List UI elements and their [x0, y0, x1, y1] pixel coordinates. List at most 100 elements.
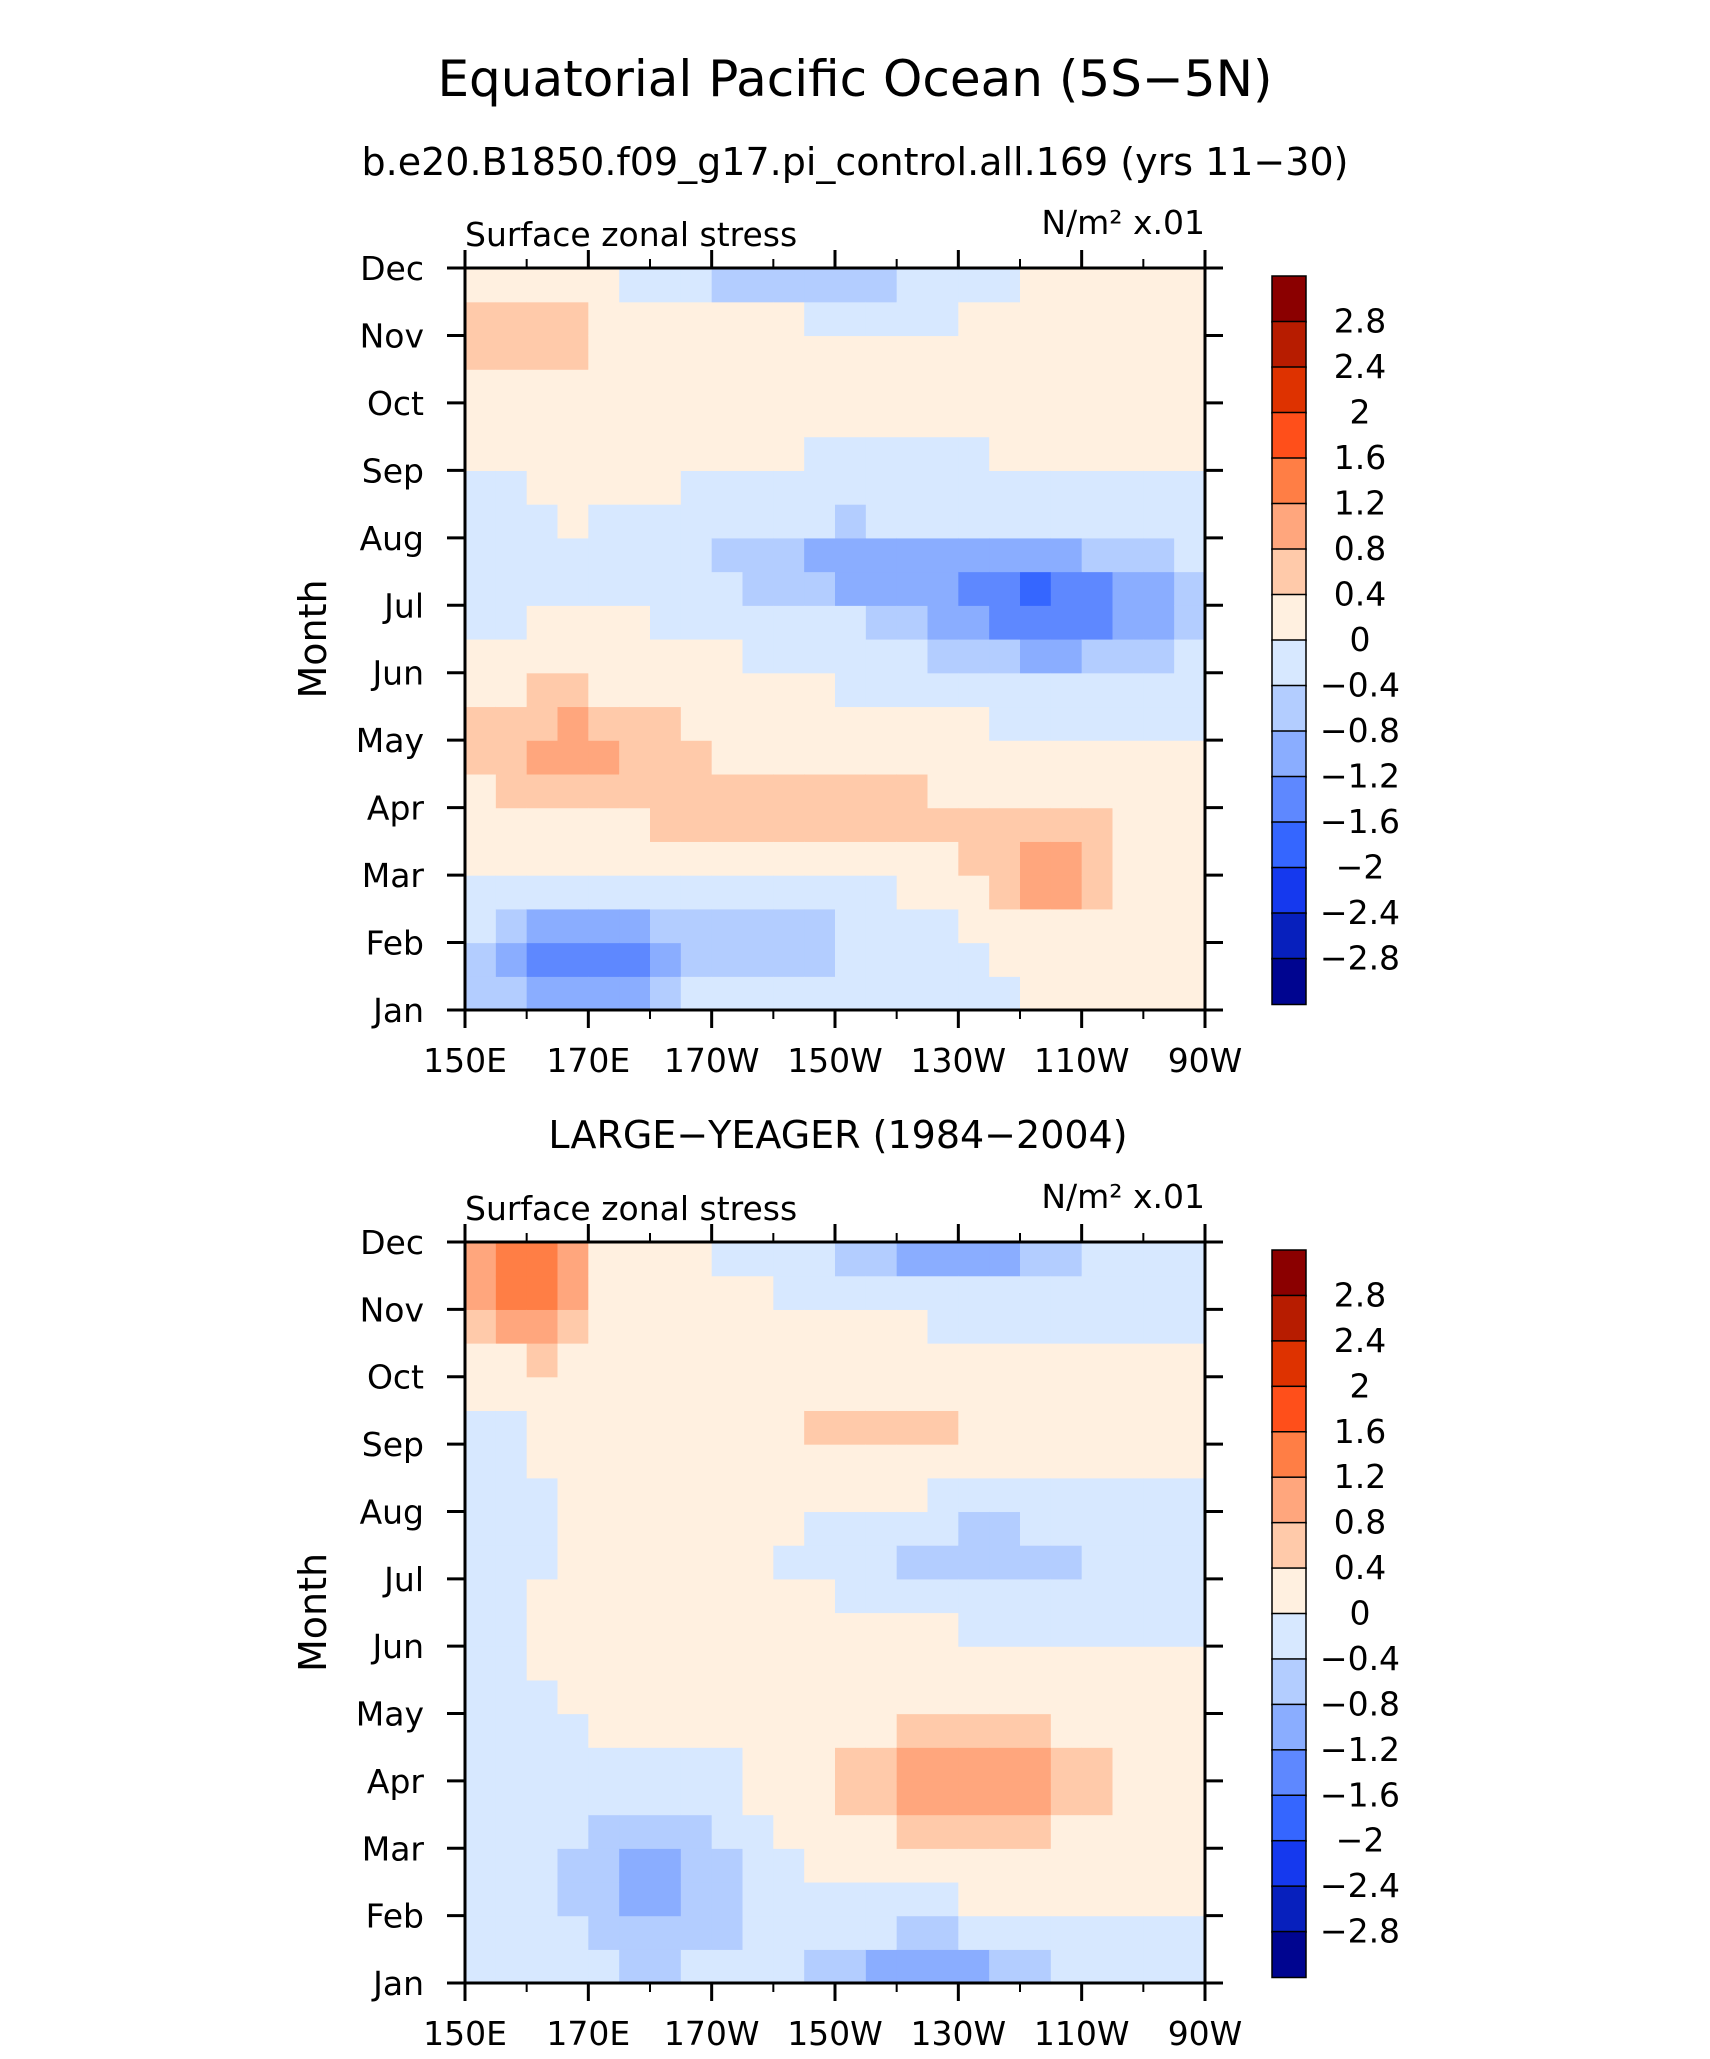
y-tick-label: Oct: [367, 384, 424, 423]
field-cell: [1174, 1915, 1206, 1950]
field-cell: [989, 908, 1021, 944]
field-cell: [588, 1612, 620, 1647]
field-cell: [927, 1612, 959, 1647]
field-cell: [773, 807, 805, 842]
colorbar-label: 2.8: [1334, 302, 1386, 341]
field-cell: [1112, 1814, 1144, 1849]
field-cell: [896, 537, 929, 573]
field-cell: [773, 470, 805, 505]
field-cell: [619, 504, 651, 539]
colorbar-box: [1271, 1612, 1307, 1661]
field-cell: [1020, 639, 1052, 674]
field-cell: [465, 470, 497, 505]
field-cell: [495, 1275, 528, 1310]
field-cell: [495, 976, 528, 1011]
field-cell: [896, 1747, 929, 1782]
field-cell: [680, 605, 713, 640]
field-cell: [711, 706, 744, 741]
field-cell: [650, 1747, 682, 1782]
field-cell: [557, 740, 589, 775]
field-cell: [773, 1713, 805, 1748]
colorbar-box: [1271, 1567, 1307, 1615]
field-cell: [1050, 1545, 1083, 1580]
field-cell: [711, 571, 744, 606]
colorbar-label: −0.8: [1320, 1684, 1400, 1723]
field-cell: [465, 1881, 497, 1917]
field-cell: [896, 706, 929, 741]
field-cell: [1081, 1444, 1114, 1479]
field-cell: [588, 1780, 620, 1816]
field-cell: [711, 1578, 744, 1614]
field-cell: [557, 436, 589, 471]
field-cell: [742, 1578, 774, 1614]
field-cell: [650, 1713, 682, 1748]
field-cell: [680, 1747, 713, 1782]
field-cell: [927, 1780, 959, 1816]
field-cell: [619, 1747, 651, 1782]
field-cell: [927, 1881, 959, 1917]
field-cell: [619, 1242, 651, 1277]
field-cell: [1143, 1881, 1175, 1917]
field-cell: [588, 1646, 620, 1681]
field-cell: [557, 1444, 589, 1479]
field-cell: [1050, 1343, 1083, 1378]
field-cell: [619, 402, 651, 438]
field-cell: [989, 268, 1021, 303]
field-cell: [742, 470, 774, 505]
field-cell: [619, 672, 651, 708]
field-cell: [742, 1612, 774, 1647]
field-cell: [619, 470, 651, 505]
field-cell: [1174, 875, 1206, 910]
field-cell: [1050, 436, 1083, 471]
field-cell: [804, 740, 836, 775]
field-cell: [927, 436, 959, 471]
field-cell: [1081, 773, 1114, 809]
field-cell: [958, 639, 990, 674]
field-cell: [927, 1545, 959, 1580]
field-cell: [989, 773, 1021, 809]
field-cell: [958, 976, 990, 1011]
field-cell: [1112, 1511, 1144, 1546]
field-cell: [1050, 1309, 1083, 1344]
field-cell: [835, 841, 867, 876]
field-cell: [835, 1814, 867, 1849]
field-cell: [742, 1376, 774, 1412]
field-cell: [865, 1343, 898, 1378]
field-cell: [495, 1444, 528, 1479]
field-cell: [835, 1679, 867, 1715]
field-cell: [650, 1848, 682, 1883]
field-cell: [1174, 1713, 1206, 1748]
field-cell: [1020, 1713, 1052, 1748]
field-cell: [835, 268, 867, 303]
field-cell: [1020, 1376, 1052, 1412]
field-cell: [619, 976, 651, 1011]
field-cell: [865, 537, 898, 573]
field-cell: [1143, 1545, 1175, 1580]
field-cell: [958, 740, 990, 775]
field-cell: [742, 268, 774, 303]
field-cell: [865, 1612, 898, 1647]
field-cell: [650, 571, 682, 606]
field-cell: [773, 908, 805, 944]
y-tick-label: Aug: [360, 1492, 424, 1531]
field-cell: [1112, 908, 1144, 944]
field-cell: [1050, 1242, 1083, 1277]
field-cell: [1112, 402, 1144, 438]
field-cell: [619, 1578, 651, 1614]
field-cell: [650, 268, 682, 303]
field-cell: [927, 875, 959, 910]
field-cell: [804, 1612, 836, 1647]
field-cell: [835, 1275, 867, 1310]
field-cell: [804, 875, 836, 910]
field-cell: [680, 1578, 713, 1614]
field-cell: [650, 1275, 682, 1310]
field-cell: [650, 841, 682, 876]
field-cell: [958, 1780, 990, 1816]
field-cell: [1112, 504, 1144, 539]
field-cell: [835, 571, 867, 606]
field-cell: [526, 1376, 559, 1412]
field-cell: [495, 740, 528, 775]
field-cell: [650, 807, 682, 842]
field-cell: [465, 1679, 497, 1715]
field-cell: [1020, 436, 1052, 471]
